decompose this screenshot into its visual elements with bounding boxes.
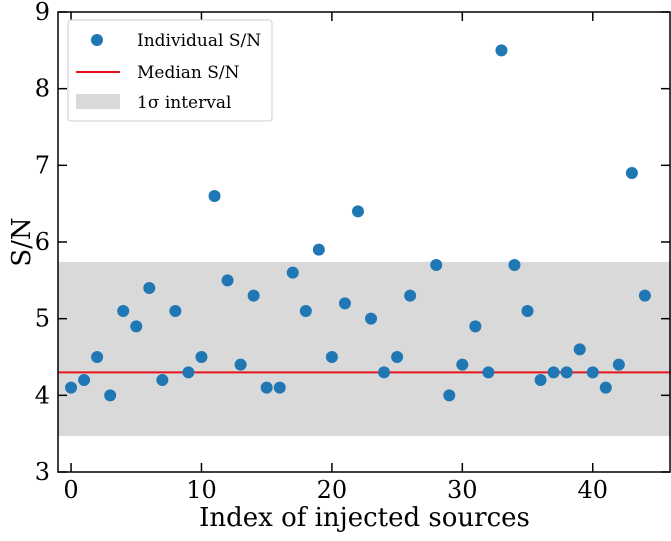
legend: Individual S/N Median S/N 1σ interval	[67, 19, 273, 122]
data-point	[508, 259, 521, 271]
data-point	[560, 366, 573, 379]
x-tick-label: 40	[577, 476, 608, 504]
data-points	[65, 44, 651, 402]
data-point	[612, 358, 625, 371]
data-point	[534, 374, 547, 386]
data-point	[573, 343, 586, 356]
data-point	[182, 366, 195, 379]
data-point	[117, 305, 130, 317]
y-tick-label: 4	[35, 381, 50, 409]
data-point	[143, 282, 156, 294]
data-point	[495, 44, 508, 57]
legend-marker-individual	[91, 34, 103, 46]
data-point	[286, 266, 299, 279]
data-point	[391, 351, 404, 363]
y-tick-label: 6	[35, 228, 50, 256]
data-point	[325, 351, 338, 363]
data-point	[195, 351, 208, 363]
data-point	[234, 358, 247, 371]
data-point	[625, 167, 638, 179]
data-point	[482, 366, 495, 379]
data-point	[430, 259, 443, 271]
data-point	[130, 320, 143, 333]
y-axis-label: S/N	[7, 217, 37, 266]
x-tick-label: 20	[317, 476, 348, 504]
data-point	[599, 381, 612, 394]
data-point	[221, 274, 234, 287]
data-point	[378, 366, 391, 379]
x-tick-label: 10	[186, 476, 217, 504]
data-point	[156, 374, 169, 386]
x-tick-label: 30	[447, 476, 478, 504]
data-point	[104, 389, 117, 402]
axis-ticks: 0 10 20 30 40 3 4 5 6 7 8 9	[35, 0, 670, 504]
data-point	[312, 243, 325, 256]
data-point	[547, 366, 560, 379]
data-point	[169, 305, 182, 317]
data-point	[91, 351, 104, 363]
legend-label-median: Median S/N	[137, 63, 240, 83]
data-point	[469, 320, 482, 333]
y-tick-label: 9	[35, 0, 50, 26]
y-tick-label: 7	[35, 151, 50, 179]
data-point	[260, 381, 273, 394]
data-point	[638, 289, 651, 302]
legend-label-interval: 1σ interval	[137, 93, 231, 113]
data-point	[456, 358, 469, 371]
legend-marker-interval	[76, 94, 120, 109]
data-point	[65, 381, 78, 394]
data-point	[404, 289, 417, 302]
data-point	[78, 374, 91, 386]
x-tick-label: 0	[63, 476, 78, 504]
legend-label-individual: Individual S/N	[137, 31, 261, 51]
data-point	[247, 289, 260, 302]
data-point	[521, 305, 534, 317]
y-tick-label: 5	[35, 305, 50, 333]
y-tick-label: 3	[35, 458, 50, 486]
data-point	[299, 305, 312, 317]
data-point	[351, 205, 364, 218]
data-point	[273, 381, 286, 394]
data-point	[365, 312, 378, 325]
sigma-interval-band	[58, 261, 671, 436]
x-axis-label: Index of injected sources	[199, 503, 530, 533]
data-point	[443, 389, 456, 402]
data-point	[208, 190, 221, 202]
y-tick-label: 8	[35, 75, 50, 103]
data-point	[338, 297, 351, 310]
data-point	[586, 366, 599, 379]
